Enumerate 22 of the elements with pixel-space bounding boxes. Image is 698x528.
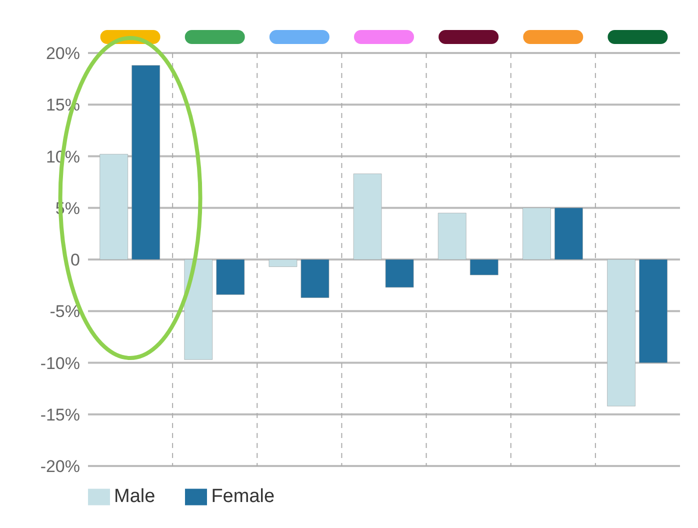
legend-label: Female (211, 486, 275, 507)
bar (132, 65, 160, 260)
y-tick-label: -10% (40, 354, 80, 373)
bar (184, 259, 213, 360)
bar (554, 208, 583, 260)
y-tick-label: -5% (50, 302, 80, 322)
bar (470, 259, 498, 276)
bar (522, 208, 551, 260)
bar (639, 259, 668, 363)
bar (353, 174, 382, 260)
legend-label: Male (114, 486, 156, 507)
y-tick-label: -15% (40, 405, 80, 424)
bar (300, 259, 330, 298)
bar (268, 259, 298, 267)
bar (607, 259, 636, 406)
bar (216, 259, 245, 295)
bar (100, 154, 128, 260)
y-tick-label: 0 (70, 250, 80, 270)
bar (385, 259, 414, 288)
bar (438, 212, 466, 260)
y-tick-label: -20% (40, 457, 80, 476)
y-tick-label: 20% (46, 44, 80, 64)
